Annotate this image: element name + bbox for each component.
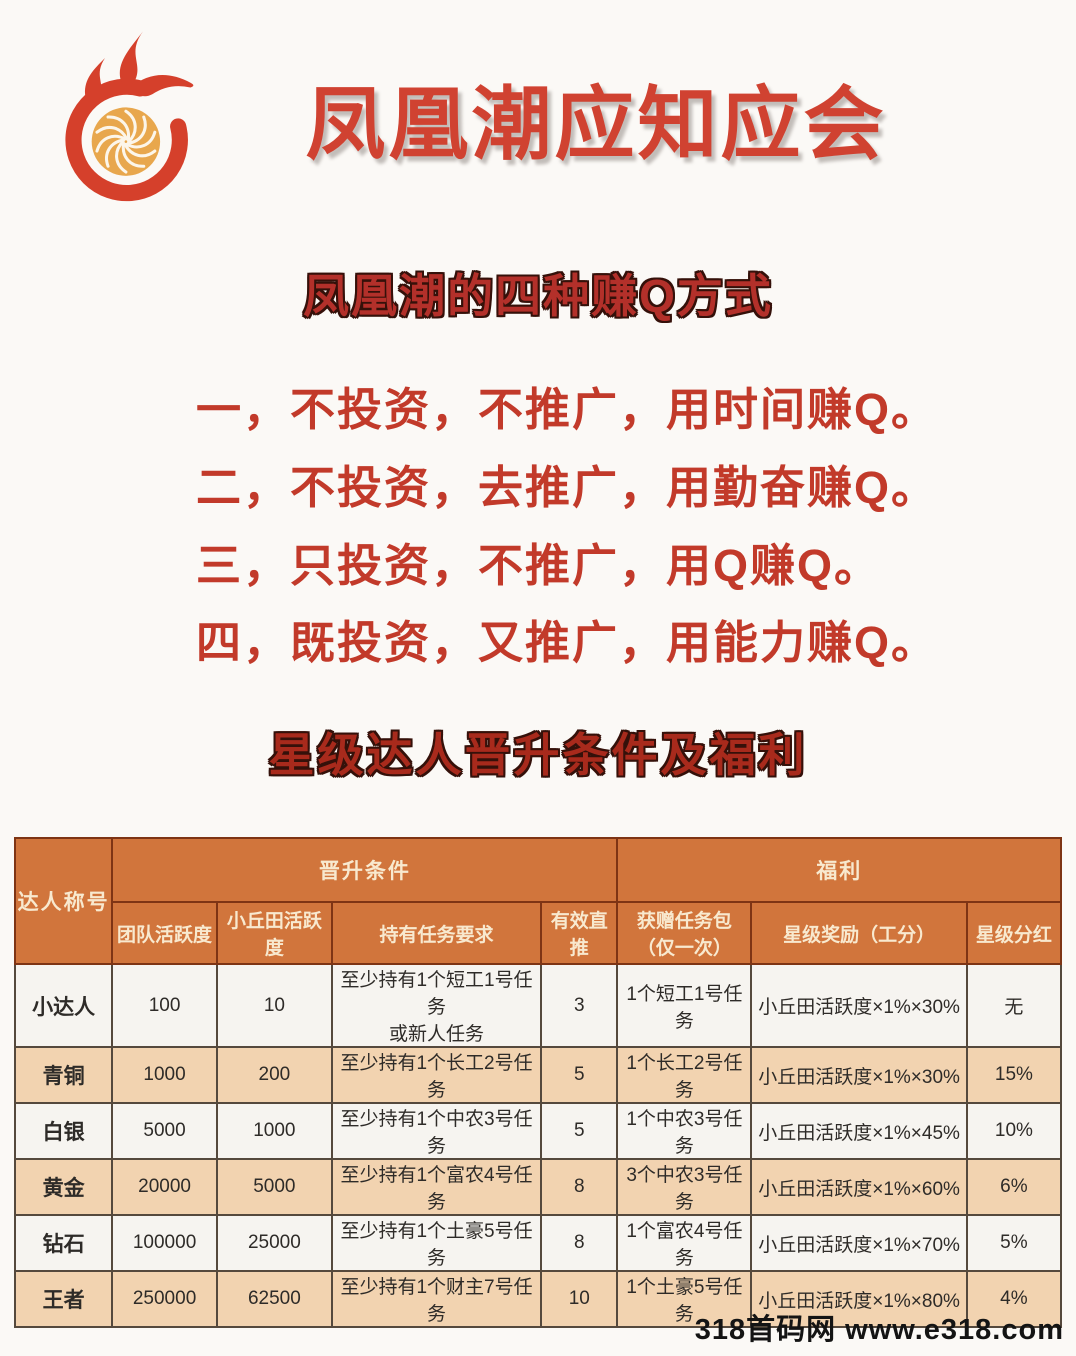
table-cell: 10 (215, 963, 333, 1048)
table-cell: 8 (540, 1158, 619, 1216)
table-cell: 25000 (215, 1214, 333, 1272)
col-header-gift-package: 获赠任务包 （仅一次） (616, 901, 753, 965)
table-cell: 至少持有1个长工2号任务 (330, 1046, 543, 1104)
table-row-wangzhe: 王者 250000 62500 至少持有1个财主7号任务 10 1个土豪5号任务… (13, 1270, 1063, 1328)
table-cell: 1个土豪5号任务 (616, 1270, 753, 1328)
table-cell: 1个长工2号任务 (616, 1046, 753, 1104)
table-cell: 至少持有1个富农4号任务 (330, 1158, 543, 1216)
page-title: 凤凰潮应知应会 (305, 80, 887, 169)
rank-cell: 钻石 (13, 1214, 114, 1272)
promotion-table-wrap: 达人称号 晋升条件 福利 团队活跃度 小丘田活跃度 持有任务要求 有效直推 获赠… (13, 837, 1063, 1328)
table-cell: 100 (111, 963, 218, 1048)
table-cell: 无 (965, 963, 1063, 1048)
col-header-team-activity: 团队活跃度 (111, 901, 218, 965)
table-cell: 1个富农4号任务 (616, 1214, 753, 1272)
rank-cell: 黄金 (13, 1158, 114, 1216)
col-header-star-reward: 星级奖励（工分） (750, 901, 968, 965)
table-cell: 1个中农3号任务 (616, 1102, 753, 1160)
table-row-qingtong: 青铜 1000 200 至少持有1个长工2号任务 5 1个长工2号任务 小丘田活… (13, 1046, 1063, 1104)
group-header-benefits: 福利 (616, 837, 1062, 903)
table-cell: 5 (540, 1046, 619, 1104)
col-header-field-activity: 小丘田活跃度 (215, 901, 333, 965)
table-cell: 8 (540, 1214, 619, 1272)
table-cell: 3 (540, 963, 619, 1048)
table-cell: 小丘田活跃度×1%×70% (750, 1214, 968, 1272)
earning-method-item-2: 二，不投资，去推广，用勤奋赚Q。 (196, 461, 939, 513)
table-cell: 小丘田活跃度×1%×80% (750, 1270, 968, 1328)
promotion-table: 达人称号 晋升条件 福利 团队活跃度 小丘田活跃度 持有任务要求 有效直推 获赠… (13, 837, 1063, 1328)
table-cell: 至少持有1个财主7号任务 (330, 1270, 543, 1328)
earning-method-item-1: 一，不投资，不推广，用时间赚Q。 (196, 384, 939, 435)
promotion-section-title: 星级达人晋升条件及福利 (268, 729, 808, 781)
table-cell: 4% (965, 1270, 1063, 1328)
table-cell: 1000 (111, 1046, 218, 1104)
table-cell: 5000 (111, 1102, 218, 1160)
table-row-xiaodaren: 小达人 100 10 至少持有1个短工1号任务 或新人任务 3 1个短工1号任务… (13, 963, 1063, 1048)
table-row-huangjin: 黄金 20000 5000 至少持有1个富农4号任务 8 3个中农3号任务 小丘… (13, 1158, 1063, 1216)
table-cell: 1000 (215, 1102, 333, 1160)
col-header-star-dividend: 星级分红 (965, 901, 1063, 965)
table-cell: 10% (965, 1102, 1063, 1160)
table-cell: 小丘田活跃度×1%×30% (750, 1046, 968, 1104)
table-cell: 5000 (215, 1158, 333, 1216)
table-cell: 100000 (111, 1214, 218, 1272)
col-header-rank: 达人称号 (13, 837, 114, 965)
table-cell: 1个短工1号任务 (616, 963, 753, 1048)
table-cell: 200 (215, 1046, 333, 1104)
table-cell: 至少持有1个短工1号任务 或新人任务 (330, 963, 543, 1048)
table-cell: 小丘田活跃度×1%×45% (750, 1102, 968, 1160)
table-cell: 5 (540, 1102, 619, 1160)
rank-cell: 王者 (13, 1270, 114, 1328)
table-cell: 62500 (215, 1270, 333, 1328)
header: 凤凰潮应知应会 (0, 0, 1076, 224)
col-header-direct-referrals: 有效直推 (540, 901, 619, 965)
table-cell: 至少持有1个土豪5号任务 (330, 1214, 543, 1272)
table-row-zuanshi: 钻石 100000 25000 至少持有1个土豪5号任务 8 1个富农4号任务 … (13, 1214, 1063, 1272)
rank-cell: 青铜 (13, 1046, 114, 1104)
earning-method-item-3: 三，只投资，不推广，用Q赚Q。 (196, 539, 882, 591)
earning-method-item-4: 四，既投资，又推广，用能力赚Q。 (196, 617, 939, 669)
table-cell: 15% (965, 1046, 1063, 1104)
table-cell: 6% (965, 1158, 1063, 1216)
table-cell: 5% (965, 1214, 1063, 1272)
table-cell: 20000 (111, 1158, 218, 1216)
table-cell: 小丘田活跃度×1%×60% (750, 1158, 968, 1216)
rank-cell: 白银 (13, 1102, 114, 1160)
phoenix-flame-logo-icon (65, 31, 194, 202)
watermark-text: 318首码网 www.e318.com (694, 1314, 1064, 1346)
rank-cell: 小达人 (13, 963, 114, 1048)
group-header-promotion-conditions: 晋升条件 (111, 837, 619, 903)
table-cell: 至少持有1个中农3号任务 (330, 1102, 543, 1160)
earning-methods-list: 一，不投资，不推广，用时间赚Q。 二，不投资，去推广，用勤奋赚Q。 三，只投资，… (196, 384, 1076, 669)
table-cell: 250000 (111, 1270, 218, 1328)
col-header-task-requirement: 持有任务要求 (330, 901, 543, 965)
earning-methods-subtitle: 凤凰潮的四种赚Q方式 (303, 270, 773, 322)
table-cell: 10 (540, 1270, 619, 1328)
table-cell: 3个中农3号任务 (616, 1158, 753, 1216)
table-row-baiyin: 白银 5000 1000 至少持有1个中农3号任务 5 1个中农3号任务 小丘田… (13, 1102, 1063, 1160)
table-cell: 小丘田活跃度×1%×30% (750, 963, 968, 1048)
